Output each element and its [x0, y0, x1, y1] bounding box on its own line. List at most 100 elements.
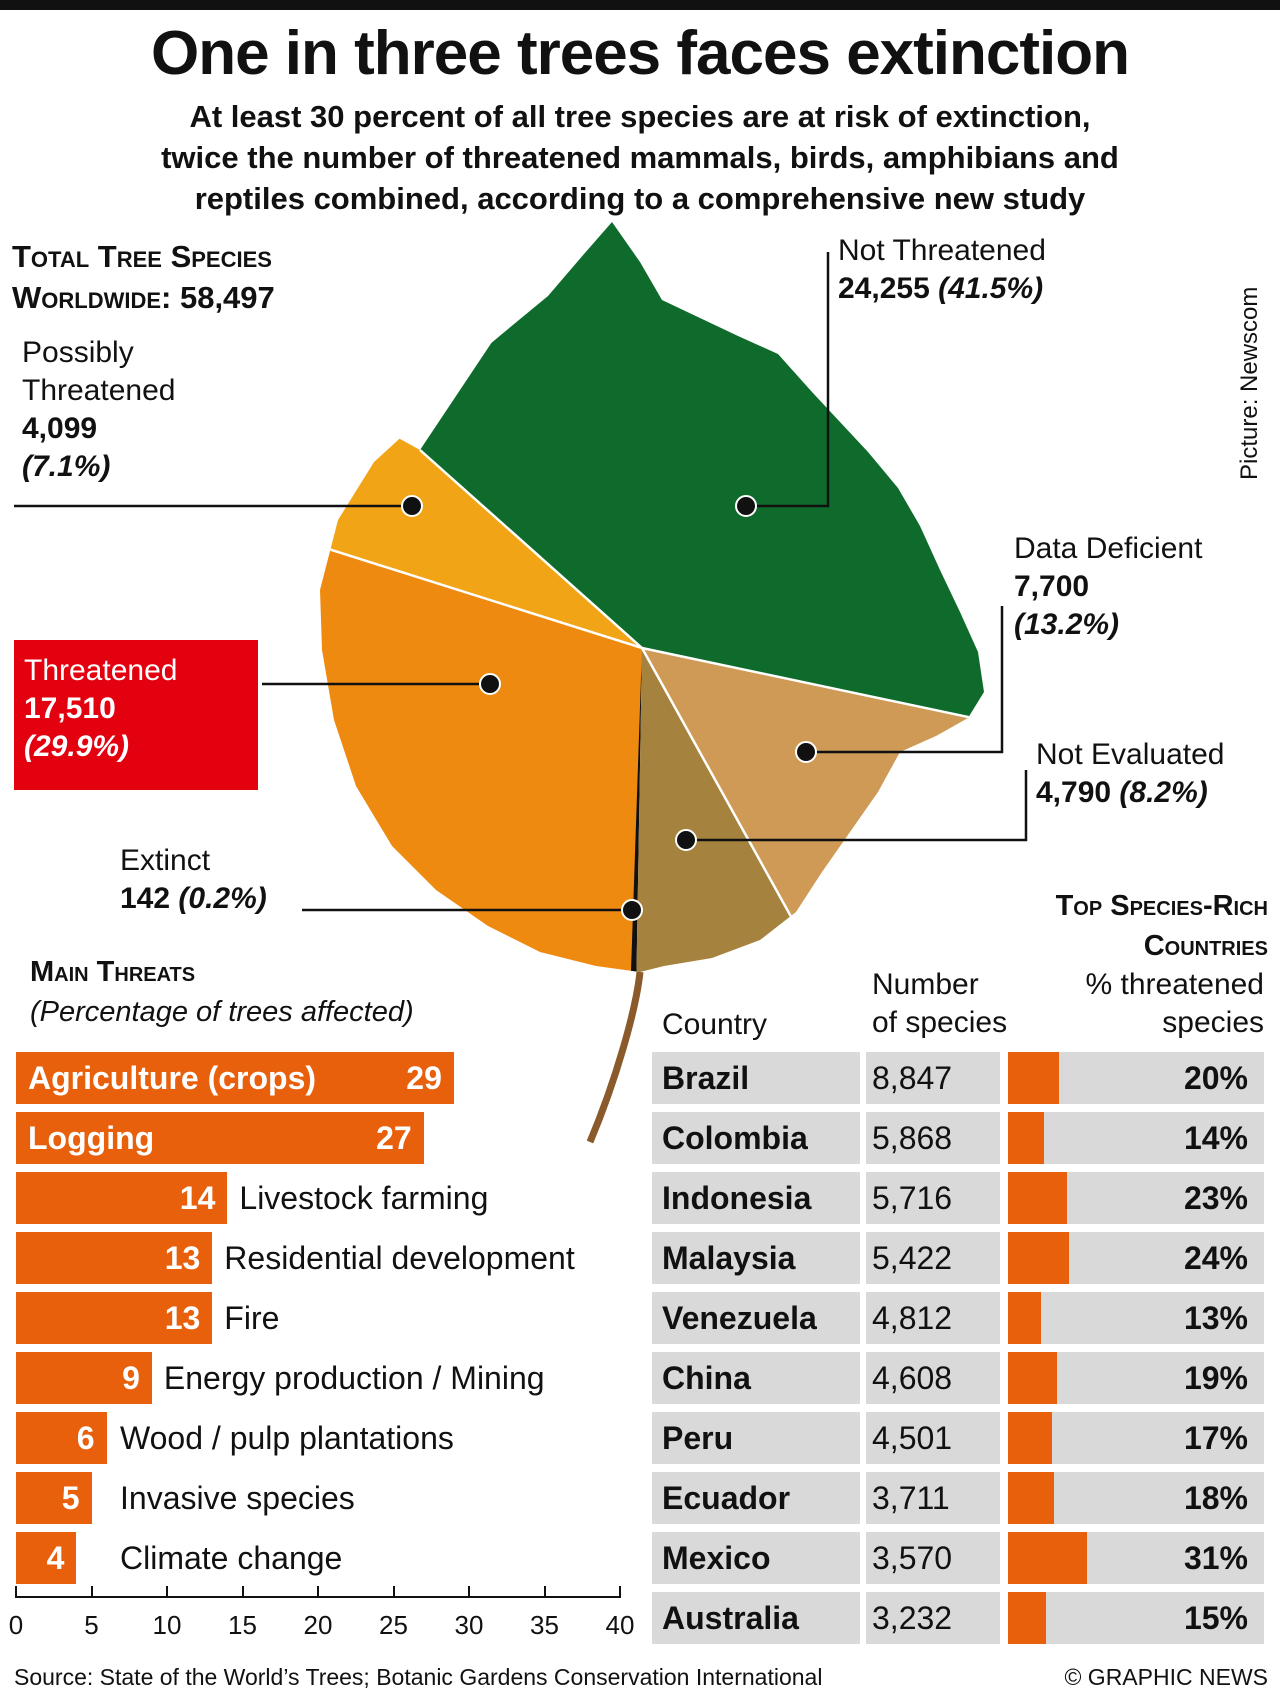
countries-title: Top Species-Rich Countries: [940, 886, 1268, 966]
slice-pct: (41.5%): [938, 272, 1044, 305]
table-cell-country: Mexico: [652, 1532, 860, 1584]
x-tick-mark: [166, 1586, 168, 1598]
threat-bar: [16, 1112, 424, 1164]
slice-pct: (8.2%): [1119, 776, 1208, 809]
x-tick-mark: [468, 1586, 470, 1598]
threat-bar: [16, 1532, 77, 1584]
table-cell-pct: 20%: [1008, 1052, 1264, 1104]
threat-bar-label: Residential development: [224, 1240, 575, 1276]
x-tick-label: 10: [152, 1610, 182, 1640]
table-cell-species: 3,570: [866, 1532, 1000, 1584]
x-tick-mark: [317, 1586, 319, 1598]
table-cell-species: 3,232: [866, 1592, 1000, 1644]
source-note: Source: State of the World’s Trees; Bota…: [14, 1664, 823, 1690]
top-rule: [0, 0, 1280, 10]
threat-bar-value: 5: [61, 1480, 80, 1516]
table-cell-species: 5,716: [866, 1172, 1000, 1224]
marker-not-evaluated: [675, 829, 697, 851]
threat-bar-label: Agriculture (crops): [28, 1060, 317, 1096]
table-cell-country: Ecuador: [652, 1472, 860, 1524]
slice-pct: (13.2%): [1014, 608, 1120, 641]
total-line: Worldwide: 58,497: [12, 280, 275, 315]
table-cell-species: 5,422: [866, 1232, 1000, 1284]
threat-bar: [16, 1472, 92, 1524]
pct-value: 13%: [1183, 1300, 1248, 1336]
slice-count: 17,510: [24, 692, 116, 725]
subtitle-line: At least 30 percent of all tree species …: [189, 99, 1091, 134]
slice-name: Not Evaluated: [1036, 738, 1225, 771]
threat-bar-value: 14: [179, 1180, 216, 1216]
subtitle-line: twice the number of threatened mammals, …: [161, 140, 1119, 175]
slice-name: Possibly: [22, 336, 134, 369]
slice-count: 4,099: [22, 412, 98, 445]
slice-pct: (29.9%): [24, 730, 130, 763]
slice-count: 142: [120, 882, 171, 915]
pct-value: 23%: [1183, 1180, 1248, 1216]
slice-pct: (0.2%): [178, 882, 267, 915]
slice-value-line: 4,790 (8.2%): [1036, 774, 1224, 812]
threat-bar: [16, 1172, 228, 1224]
countries-title-line: Countries: [1143, 930, 1268, 962]
marker-data-deficient: [795, 741, 817, 763]
marker-possibly-threatened: [401, 495, 423, 517]
threat-bar-value: 6: [76, 1420, 95, 1456]
table-cell-species: 3,711: [866, 1472, 1000, 1524]
x-tick-label: 40: [605, 1610, 635, 1640]
table-cell-country: Malaysia: [652, 1232, 860, 1284]
threats-title: Main Threats: [30, 956, 196, 988]
header-species-line: Number: [872, 968, 979, 1001]
x-tick-label: 5: [84, 1610, 99, 1640]
x-tick-mark: [543, 1586, 546, 1598]
slice-count: 4,790: [1036, 776, 1112, 809]
x-tick-mark: [241, 1586, 244, 1598]
threat-bar: [16, 1412, 107, 1464]
table-cell-pct: 23%: [1008, 1172, 1264, 1224]
x-tick-label: 30: [454, 1610, 484, 1640]
leader-not-evaluated: [686, 770, 1028, 842]
threat-bar-value: 29: [406, 1060, 442, 1096]
table-cell-country: Brazil: [652, 1052, 860, 1104]
table-cell-country: Peru: [652, 1412, 860, 1464]
x-tick-mark: [90, 1586, 93, 1598]
label-extinct: Extinct 142 (0.2%): [120, 842, 267, 918]
threat-bar-label: Logging: [28, 1120, 155, 1156]
threat-bar-label: Livestock farming: [239, 1180, 489, 1216]
table-cell-species: 4,608: [866, 1352, 1000, 1404]
pct-value: 19%: [1183, 1360, 1248, 1396]
threat-bar-value: 9: [122, 1360, 140, 1396]
slice-divider: [641, 646, 984, 730]
table-cell-species: 8,847: [866, 1052, 1000, 1104]
header-pct-line: species: [1162, 1006, 1264, 1039]
table-cell-species: 4,812: [866, 1292, 1000, 1344]
threat-bar: [16, 1052, 454, 1104]
threat-bar-label: Fire: [224, 1300, 280, 1336]
marker-threatened: [479, 673, 501, 695]
slice-possibly-threatened: [320, 400, 642, 648]
slice-name: Not Threatened: [838, 234, 1046, 267]
leader-not-threatened: [746, 252, 830, 508]
table-cell-country: China: [652, 1352, 860, 1404]
label-not-threatened: Not Threatened 24,255 (41.5%): [838, 232, 1046, 308]
pct-value: 20%: [1183, 1060, 1248, 1096]
total-species: Total Tree Species Worldwide: 58,497: [12, 236, 275, 318]
header-pct-line: % threatened: [1085, 968, 1264, 1001]
threat-bar-value: 27: [376, 1120, 412, 1156]
table-cell-pct: 19%: [1008, 1352, 1264, 1404]
pct-bar: [1008, 1412, 1052, 1464]
header-species-line: of species: [872, 1006, 1008, 1039]
table-cell-pct: 24%: [1008, 1232, 1264, 1284]
slice-count: 24,255: [838, 272, 930, 305]
label-data-deficient: Data Deficient 7,700 (13.2%): [1014, 530, 1202, 644]
slice-name: Threatened: [24, 654, 178, 687]
marker-extinct: [621, 899, 643, 921]
header-country: Country: [662, 1008, 768, 1041]
page-title: One in three trees faces extinction: [150, 19, 1130, 88]
table-cell-country: Australia: [652, 1592, 860, 1644]
table-cell-pct: 13%: [1008, 1292, 1264, 1344]
pct-bar: [1008, 1292, 1042, 1344]
table-cell-country: Venezuela: [652, 1292, 860, 1344]
pct-value: 18%: [1183, 1480, 1248, 1516]
slice-name: Extinct: [120, 844, 211, 877]
